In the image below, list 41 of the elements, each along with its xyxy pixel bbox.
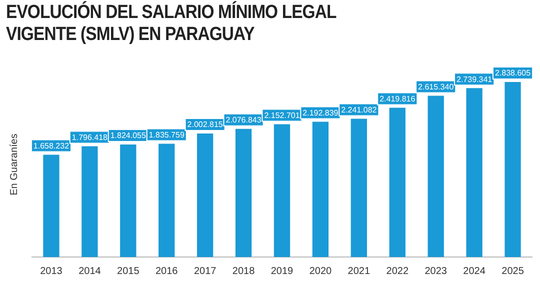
data-label: 2.002.815	[187, 120, 224, 130]
x-tick-label: 2024	[463, 266, 486, 277]
x-tick-label: 2019	[270, 266, 294, 277]
x-tick-label: 2015	[117, 266, 140, 277]
data-label: 2.241.082	[341, 106, 378, 115]
data-label: 1.835.759	[148, 130, 185, 140]
bar	[428, 96, 444, 257]
bar	[350, 118, 367, 257]
x-tick-label: 2016	[155, 266, 178, 277]
bar	[504, 82, 521, 257]
bar	[389, 108, 406, 257]
bar	[120, 144, 136, 257]
data-label: 2.739.341	[456, 74, 493, 84]
x-tick-label: 2013	[40, 266, 63, 277]
bar	[274, 124, 290, 257]
data-label: 2.076.843	[226, 116, 262, 125]
bar	[235, 128, 252, 257]
x-tick-label: 2014	[78, 266, 102, 277]
x-tick-label: 2020	[309, 266, 332, 277]
bar	[158, 144, 175, 257]
x-tick-label: 2018	[232, 266, 256, 277]
data-label: 2.615.340	[418, 82, 454, 92]
bar	[197, 133, 214, 257]
data-label: 2.152.701	[264, 110, 300, 120]
data-label: 2.419.816	[380, 94, 416, 104]
x-tick-label: 2017	[194, 266, 217, 277]
bar	[466, 88, 482, 257]
data-label: 2.838.605	[494, 68, 532, 78]
data-label: 2.192.839	[302, 108, 339, 118]
x-tick-label: 2023	[424, 266, 448, 277]
bar	[43, 154, 60, 257]
bar	[82, 146, 98, 257]
bar	[312, 122, 329, 257]
data-label: 1.824.055	[110, 131, 146, 140]
data-label: 1.658.232	[33, 141, 70, 150]
x-tick-label: 2025	[502, 266, 524, 277]
data-label: 1.796.418	[72, 132, 108, 142]
y-axis-title: En Guaraníes	[8, 134, 20, 196]
x-tick-label: 2022	[386, 266, 409, 277]
chart-title: EVOLUCIÓN DEL SALARIO MÍNIMO LEGAL VIGENTE (SMLV) EN PARAGUAY	[6, 2, 338, 46]
x-tick-label: 2021	[348, 266, 370, 277]
